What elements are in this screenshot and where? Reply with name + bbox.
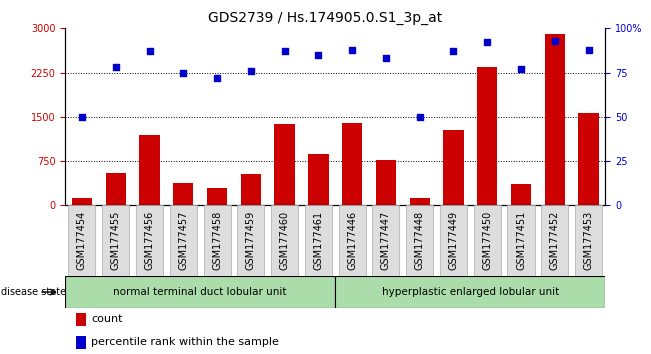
Bar	[105, 173, 126, 205]
Text: hyperplastic enlarged lobular unit: hyperplastic enlarged lobular unit	[381, 287, 559, 297]
Text: GSM177452: GSM177452	[550, 211, 560, 270]
Point	[245, 68, 256, 74]
Bar	[305, 205, 332, 276]
Bar	[170, 205, 197, 276]
Point	[111, 64, 121, 70]
Bar	[474, 205, 501, 276]
Bar	[541, 205, 568, 276]
Text: GSM177448: GSM177448	[415, 211, 424, 270]
Point	[516, 66, 526, 72]
Bar	[76, 313, 86, 326]
Bar	[406, 205, 433, 276]
Point	[482, 40, 492, 45]
Text: GSM177449: GSM177449	[449, 211, 458, 270]
Text: normal terminal duct lobular unit: normal terminal duct lobular unit	[113, 287, 287, 297]
Bar	[139, 135, 159, 205]
Text: GSM177455: GSM177455	[111, 211, 120, 270]
Bar	[578, 113, 599, 205]
Point	[145, 48, 155, 54]
Bar	[372, 205, 400, 276]
Point	[449, 48, 459, 54]
Text: disease state: disease state	[1, 287, 66, 297]
Point	[77, 114, 87, 120]
Text: GSM177457: GSM177457	[178, 211, 188, 270]
Bar	[443, 130, 464, 205]
Bar	[136, 205, 163, 276]
Bar	[271, 205, 298, 276]
Text: GSM177454: GSM177454	[77, 211, 87, 270]
Point	[583, 47, 594, 52]
Point	[279, 48, 290, 54]
Text: GSM177451: GSM177451	[516, 211, 526, 270]
Bar	[575, 205, 602, 276]
Text: GSM177447: GSM177447	[381, 211, 391, 270]
Bar	[65, 276, 335, 308]
Text: GSM177461: GSM177461	[313, 211, 324, 270]
Bar	[409, 198, 430, 205]
Bar	[508, 205, 534, 276]
Point	[178, 70, 189, 75]
Bar	[376, 160, 396, 205]
Point	[212, 75, 222, 81]
Bar	[241, 174, 261, 205]
Point	[313, 52, 324, 58]
Bar	[68, 205, 96, 276]
Text: GSM177460: GSM177460	[280, 211, 290, 270]
Text: GSM177458: GSM177458	[212, 211, 222, 270]
Bar	[545, 34, 565, 205]
Text: GSM177453: GSM177453	[583, 211, 594, 270]
Text: percentile rank within the sample: percentile rank within the sample	[91, 337, 279, 348]
Bar	[102, 205, 130, 276]
Bar	[342, 123, 363, 205]
Bar	[238, 205, 264, 276]
Text: GSM177450: GSM177450	[482, 211, 492, 270]
Bar	[76, 336, 86, 349]
Point	[347, 47, 357, 52]
Bar	[477, 67, 497, 205]
Bar	[511, 184, 531, 205]
Bar	[173, 183, 193, 205]
Bar	[207, 188, 227, 205]
Bar	[72, 198, 92, 205]
Point	[549, 38, 560, 44]
Bar	[339, 205, 366, 276]
Bar	[275, 124, 295, 205]
Text: count: count	[91, 314, 122, 325]
Bar	[309, 154, 329, 205]
Text: GDS2739 / Hs.174905.0.S1_3p_at: GDS2739 / Hs.174905.0.S1_3p_at	[208, 11, 443, 25]
Bar	[335, 276, 605, 308]
Bar	[440, 205, 467, 276]
Text: GSM177446: GSM177446	[347, 211, 357, 270]
Bar	[204, 205, 230, 276]
Text: GSM177459: GSM177459	[246, 211, 256, 270]
Point	[415, 114, 425, 120]
Point	[381, 56, 391, 61]
Text: GSM177456: GSM177456	[145, 211, 154, 270]
